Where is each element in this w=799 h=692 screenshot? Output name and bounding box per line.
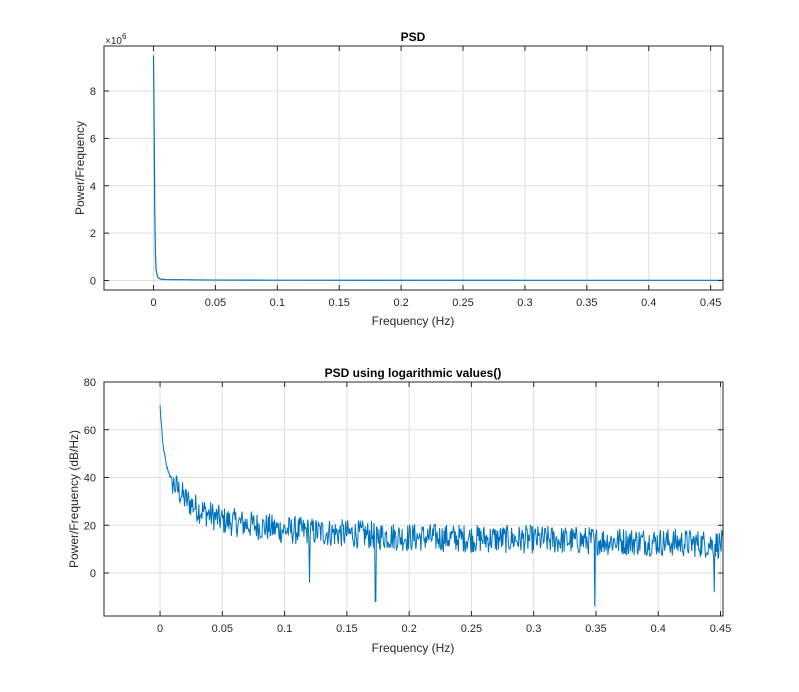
- psd-axes: 0 0.05 0.1 0.15 0.2 0.25 0.3 0.35 0.4 0.45 02468 …: [73, 30, 724, 328]
- psd-log-x-tick-label: 0.2: [401, 623, 416, 635]
- psd-y-tick-label: 0: [90, 276, 96, 288]
- psd-log-y-tick-label: 60: [84, 425, 96, 437]
- psd-log-y-tick-label: 40: [84, 473, 96, 485]
- psd-log-x-ticks: 0 0.05 0.1 0.15 0.2 0.25 0.3 0.35 0.4 0.45: [157, 382, 731, 635]
- psd-series-path: [152, 55, 723, 281]
- psd-log-title: PSD using logarithmic values(): [325, 366, 502, 380]
- psd-x-tick-label: 0.25: [452, 297, 473, 309]
- psd-y-tick-label: 6: [90, 133, 96, 145]
- psd-y-exponent-base: ×10: [105, 36, 122, 47]
- psd-x-tick-label: 0.1: [270, 297, 285, 309]
- psd-x-tick-label: 0.35: [576, 297, 597, 309]
- psd-x-tick-label: 0.4: [641, 297, 656, 309]
- psd-axes-box: [103, 45, 724, 291]
- psd-y-exponent: ×106: [105, 32, 127, 47]
- psd-series-line: [152, 55, 723, 281]
- psd-log-x-tick-label: 0: [157, 623, 163, 635]
- psd-title: PSD: [401, 30, 426, 44]
- psd-log-plot-area: [104, 382, 723, 616]
- psd-log-x-tick-label: 0.35: [585, 623, 606, 635]
- psd-y-tick-label: 4: [90, 181, 96, 193]
- psd-y-exponent-power: 6: [122, 32, 127, 41]
- psd-x-tick-label: 0.15: [329, 297, 350, 309]
- psd-y-ticks: 0 2 4 6 8: [90, 86, 723, 288]
- psd-log-axes-box: [103, 381, 724, 617]
- psd-log-x-tick-label: 0.25: [461, 623, 482, 635]
- psd-log-y-axis-label: Power/Frequency (dB/Hz): [67, 430, 81, 568]
- psd-x-tick-label: 0.3: [517, 297, 532, 309]
- psd-log-x-tick-label: 0.05: [212, 623, 233, 635]
- psd-x-ticks: 0 0.05 0.1 0.15 0.2 0.25 0.3 0.35 0.4 0.45: [150, 46, 721, 309]
- psd-x-tick-label: 0.45: [700, 297, 721, 309]
- psd-log-x-tick-label: 0.4: [651, 623, 666, 635]
- psd-log-x-tick-label: 0.3: [526, 623, 541, 635]
- psd-log-y-tick-label: 80: [84, 377, 96, 389]
- psd-x-tick-label: 0: [150, 297, 156, 309]
- psd-log-x-axis-label: Frequency (Hz): [372, 641, 455, 655]
- psd-x-tick-label: 0.2: [393, 297, 408, 309]
- psd-y-tick-label: 2: [90, 228, 96, 240]
- psd-log-x-tick-label: 0.15: [336, 623, 357, 635]
- psd-log-axes: 0 0.05 0.1 0.15 0.2 0.25 0.3 0.35 0.4 0.45 0 20 40 6…: [67, 366, 731, 655]
- psd-log-y-ticks: 0 20 40 60 80: [84, 377, 723, 580]
- psd-log-y-tick-label: 0: [90, 568, 96, 580]
- psd-log-x-tick-label: 0.1: [277, 623, 292, 635]
- psd-log-series-path: [159, 405, 724, 607]
- psd-log-series-line: [159, 405, 724, 607]
- psd-y-tick-label: 8: [90, 86, 96, 98]
- psd-log-y-tick-label: 20: [84, 520, 96, 532]
- psd-log-x-tick-label: 0.45: [710, 623, 731, 635]
- psd-plot-area: [104, 46, 723, 290]
- psd-x-tick-label: 0.05: [205, 297, 226, 309]
- psd-y-axis-label: Power/Frequency: [73, 121, 87, 215]
- psd-x-axis-label: Frequency (Hz): [372, 314, 455, 328]
